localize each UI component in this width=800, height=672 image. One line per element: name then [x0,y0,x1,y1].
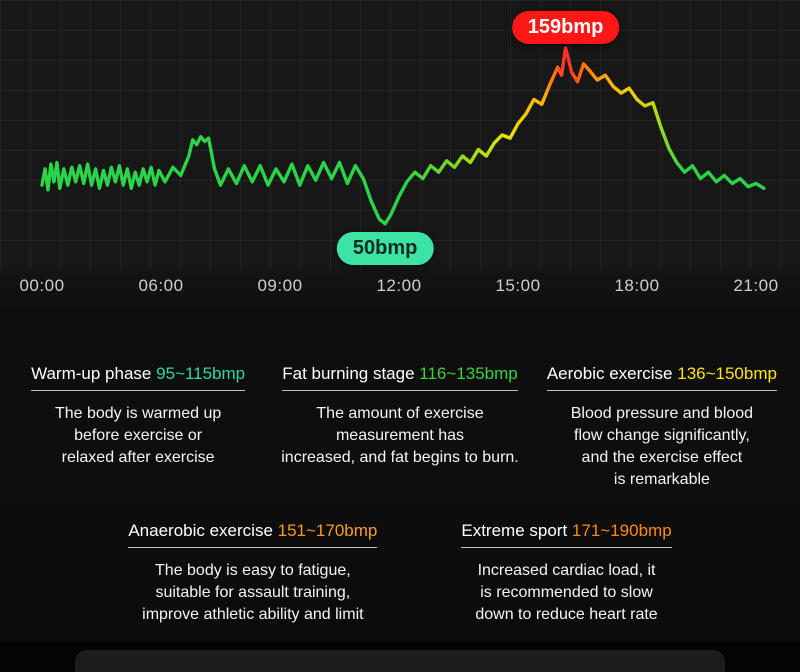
zones-row-2: Anaerobic exercise 151~170bmp The body i… [12,521,788,626]
chart-grid [0,0,800,270]
zone-heading: Fat burning stage 116~135bmp [282,364,518,391]
x-tick-label: 15:00 [495,276,541,295]
bottom-rounded-edge [75,650,725,672]
zone-title: Aerobic exercise [546,364,673,383]
zone-heading: Aerobic exercise 136~150bmp [546,364,777,391]
zone-heading: Warm-up phase 95~115bmp [31,364,246,391]
zone-title: Fat burning stage [282,364,415,383]
x-tick-label: 00:00 [19,276,65,295]
zone-title: Extreme sport [461,521,568,541]
heart-rate-line [40,46,766,226]
zone-aerobic: Aerobic exercise 136~150bmp Blood pressu… [536,364,788,491]
zone-fat-burning: Fat burning stage 116~135bmp The amount … [274,364,526,491]
zone-description: The amount of exercise measurement has i… [281,405,519,467]
zone-description: Increased cardiac load, it is recommende… [475,562,658,624]
min-hr-badge: 50bmp [336,231,434,265]
zone-heading: Extreme sport 171~190bmp [461,521,672,549]
zones-row-1: Warm-up phase 95~115bmp The body is warm… [12,364,788,491]
zone-heading: Anaerobic exercise 151~170bmp [128,521,378,549]
x-tick-label: 18:00 [614,276,660,295]
peak-hr-badge: 159bmp [511,10,620,44]
x-tick-label: 09:00 [257,276,303,295]
x-tick-label: 06:00 [138,276,184,295]
zone-title: Warm-up phase [31,364,152,383]
zone-description: Blood pressure and blood flow change sig… [570,405,754,489]
zone-anaerobic: Anaerobic exercise 151~170bmp The body i… [128,521,378,626]
zone-range: 151~170bmp [277,521,378,541]
zone-range: 116~135bmp [419,364,518,383]
x-tick-label: 21:00 [733,276,779,295]
zone-description: The body is warmed up before exercise or… [54,405,222,467]
zone-range: 95~115bmp [156,364,246,383]
heart-rate-zones: Warm-up phase 95~115bmp The body is warm… [0,364,800,627]
bottom-band [0,642,800,672]
zone-warm-up: Warm-up phase 95~115bmp The body is warm… [12,364,264,491]
heart-rate-chart: 159bmp 50bmp 00:00 06:00 09:00 12:00 15:00 18:0… [0,0,800,306]
zone-range: 171~190bmp [571,521,672,541]
zone-extreme-sport: Extreme sport 171~190bmp Increased cardi… [461,521,672,626]
heart-rate-line-chart [40,46,766,226]
zone-description: The body is easy to fatigue, suitable fo… [142,562,364,624]
x-tick-label: 12:00 [376,276,422,295]
zone-range: 136~150bmp [677,364,777,383]
zone-title: Anaerobic exercise [128,521,273,541]
